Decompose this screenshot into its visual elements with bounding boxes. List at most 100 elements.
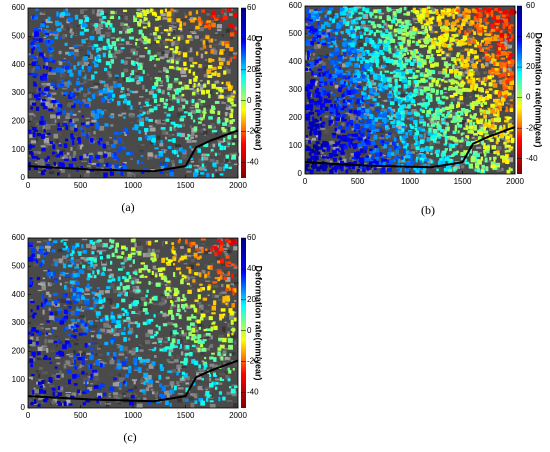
deformation-pixel xyxy=(386,16,391,21)
deformation-pixel xyxy=(506,13,509,17)
texture xyxy=(30,116,33,121)
deformation-pixel xyxy=(446,8,452,13)
deformation-pixel xyxy=(180,115,185,118)
texture xyxy=(403,55,410,58)
deformation-pixel xyxy=(31,46,36,51)
deformation-pixel xyxy=(102,89,108,94)
deformation-pixel xyxy=(135,61,139,64)
deformation-pixel xyxy=(489,110,492,114)
texture xyxy=(41,82,47,86)
deformation-pixel xyxy=(471,125,474,129)
deformation-pixel xyxy=(438,133,441,136)
deformation-pixel xyxy=(305,168,310,172)
deformation-pixel xyxy=(394,94,398,98)
deformation-pixel xyxy=(412,58,417,62)
deformation-pixel xyxy=(338,56,343,62)
texture xyxy=(124,95,129,99)
texture xyxy=(71,164,76,167)
deformation-pixel xyxy=(224,118,229,123)
deformation-pixel xyxy=(472,40,476,44)
deformation-pixel xyxy=(372,130,376,134)
deformation-pixel xyxy=(413,93,418,96)
deformation-pixel xyxy=(464,161,470,165)
deformation-pixel xyxy=(410,126,415,129)
texture xyxy=(422,18,428,21)
texture xyxy=(125,20,132,22)
texture xyxy=(144,339,151,345)
texture xyxy=(130,158,135,160)
deformation-pixel xyxy=(348,7,353,11)
texture xyxy=(109,141,114,145)
deformation-pixel xyxy=(330,169,334,175)
deformation-pixel xyxy=(480,129,486,134)
deformation-pixel xyxy=(44,39,48,45)
texture xyxy=(381,99,385,102)
deformation-pixel xyxy=(54,82,57,88)
deformation-pixel xyxy=(452,14,455,19)
texture xyxy=(181,154,187,159)
deformation-pixel xyxy=(216,72,221,78)
texture xyxy=(67,154,70,157)
deformation-pixel xyxy=(415,140,418,145)
deformation-pixel xyxy=(436,121,439,126)
deformation-pixel xyxy=(467,130,472,134)
texture xyxy=(213,56,219,61)
texture xyxy=(331,96,335,100)
texture xyxy=(432,119,438,123)
deformation-pixel xyxy=(496,15,500,20)
deformation-pixel xyxy=(88,155,93,160)
texture xyxy=(90,87,95,89)
deformation-pixel xyxy=(34,38,39,41)
deformation-pixel xyxy=(432,128,438,134)
texture xyxy=(351,128,357,131)
deformation-pixel xyxy=(311,71,314,76)
texture xyxy=(326,54,331,57)
deformation-pixel xyxy=(458,29,462,34)
texture xyxy=(72,113,77,116)
deformation-pixel xyxy=(487,122,492,127)
deformation-pixel xyxy=(35,33,40,37)
texture xyxy=(317,121,323,123)
deformation-pixel xyxy=(401,36,406,41)
deformation-pixel xyxy=(447,63,452,66)
deformation-pixel xyxy=(42,29,45,33)
deformation-pixel xyxy=(195,25,200,30)
deformation-pixel xyxy=(119,146,123,150)
deformation-pixel xyxy=(474,17,479,21)
deformation-pixel xyxy=(404,19,410,24)
deformation-pixel xyxy=(405,23,409,26)
deformation-pixel xyxy=(405,132,408,136)
texture xyxy=(476,49,483,54)
deformation-pixel xyxy=(118,16,121,20)
deformation-pixel xyxy=(218,143,221,147)
texture xyxy=(103,110,110,115)
texture xyxy=(412,17,418,21)
texture xyxy=(124,106,127,110)
texture xyxy=(478,153,484,157)
deformation-pixel xyxy=(103,153,108,158)
deformation-pixel xyxy=(422,31,426,35)
texture xyxy=(205,105,211,107)
texture xyxy=(81,144,84,147)
texture xyxy=(125,89,128,93)
deformation-pixel xyxy=(392,159,396,162)
deformation-pixel xyxy=(378,49,384,55)
deformation-pixel xyxy=(231,142,235,146)
texture xyxy=(150,88,154,91)
texture xyxy=(87,79,94,81)
deformation-pixel xyxy=(498,62,504,66)
texture xyxy=(318,71,323,74)
texture xyxy=(39,12,46,15)
deformation-pixel xyxy=(361,95,364,101)
deformation-pixel xyxy=(229,119,234,125)
deformation-pixel xyxy=(334,15,337,20)
deformation-pixel xyxy=(491,145,497,150)
texture xyxy=(136,8,141,12)
deformation-pixel xyxy=(404,150,410,154)
deformation-pixel xyxy=(74,14,79,20)
deformation-pixel xyxy=(97,140,101,144)
deformation-pixel xyxy=(416,57,420,62)
deformation-pixel xyxy=(435,89,439,94)
deformation-pixel xyxy=(449,94,455,98)
texture xyxy=(181,81,186,87)
